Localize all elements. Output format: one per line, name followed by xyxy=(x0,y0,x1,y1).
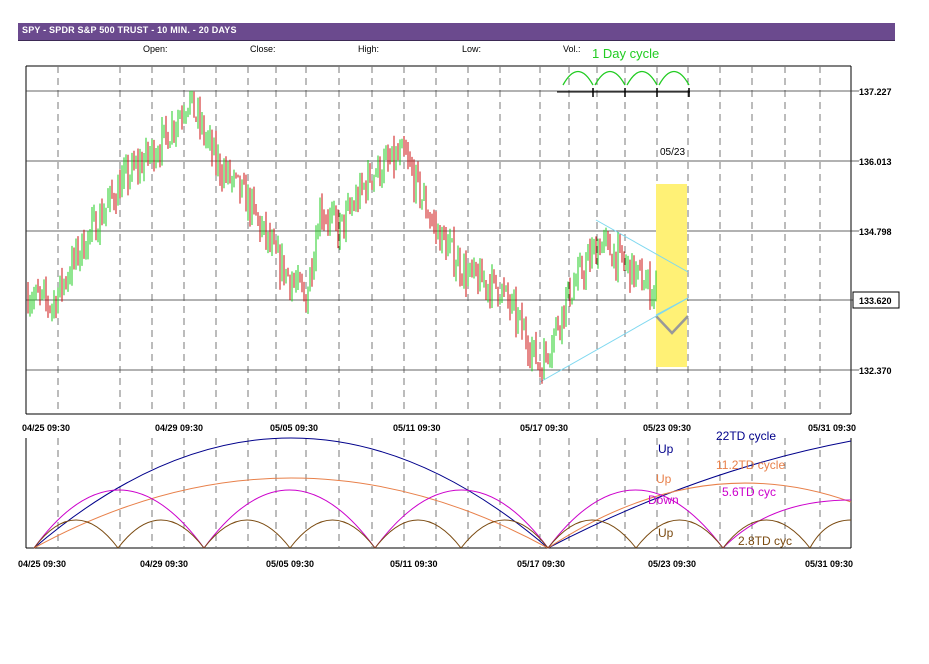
x-tick-label: 05/17 09:30 xyxy=(520,423,568,433)
cycle-2-8td-arc xyxy=(374,519,462,549)
x-tick-label: 05/11 09:30 xyxy=(393,423,441,433)
cycle-5-6td-arc xyxy=(203,489,376,549)
cycle-2-8td-arc xyxy=(722,519,811,549)
one-day-cycle-label: 1 Day cycle xyxy=(592,46,659,61)
low-label: Low: xyxy=(462,44,482,54)
cycle-direction-label: Down xyxy=(648,493,679,507)
cycle-direction-label: Up xyxy=(658,526,674,540)
one-day-cycle-arc xyxy=(658,70,690,86)
channel-connector xyxy=(655,297,689,316)
date-marker-label: 05/23 xyxy=(660,147,685,158)
y-tick-label: 133.620 xyxy=(859,296,892,306)
x-tick-label: 05/05 09:30 xyxy=(270,423,318,433)
cycle-x-tick-label: 05/31 09:30 xyxy=(805,559,853,569)
y-tick-label: 132.370 xyxy=(859,366,892,376)
cycle-2-8td-arc xyxy=(203,519,291,549)
x-tick-label: 05/31 09:30 xyxy=(808,423,856,433)
cycle-5-6td-arc xyxy=(722,499,852,549)
x-tick-label: 05/23 09:30 xyxy=(643,423,691,433)
cycle-5-6td-arc xyxy=(374,489,549,549)
chart-title-bar: SPY - SPDR S&P 500 TRUST - 10 MIN. - 20 … xyxy=(18,23,895,41)
cycle-5-6td-arc xyxy=(33,489,205,549)
projection-down-chevron xyxy=(655,315,689,335)
one-day-cycle-arc xyxy=(594,70,626,86)
chart-title: SPY - SPDR S&P 500 TRUST - 10 MIN. - 20 … xyxy=(22,25,237,35)
cycle-2-8td-arc xyxy=(289,519,376,549)
one-day-cycle-arc xyxy=(562,70,594,86)
cycle-name-label: 2.8TD cyc xyxy=(738,534,792,548)
cycle-2-8td-arc xyxy=(460,519,549,549)
projection-box xyxy=(656,184,687,367)
open-label: Open: xyxy=(143,44,168,54)
y-tick-label: 137.227 xyxy=(859,87,892,97)
vol-label: Vol.: xyxy=(563,44,581,54)
cycle-2-8td-arc xyxy=(33,519,119,549)
last-price-box xyxy=(852,291,900,309)
cycle-x-tick-label: 05/17 09:30 xyxy=(517,559,565,569)
cycle-name-label: 22TD cycle xyxy=(716,429,776,443)
cycle-2-8td-arc xyxy=(117,519,205,549)
cycle-direction-label: Up xyxy=(658,442,674,456)
cycle-2-8td-arc xyxy=(809,519,852,549)
x-tick-label: 04/25 09:30 xyxy=(22,423,70,433)
y-tick-label: 136.013 xyxy=(859,157,892,167)
cycle-11-2td-arc xyxy=(547,482,852,549)
close-label: Close: xyxy=(250,44,276,54)
one-day-cycle-arc xyxy=(626,70,658,86)
cycle-22td-arc xyxy=(547,440,852,549)
channel-upper-line xyxy=(595,219,689,273)
cycle-2-8td-arc xyxy=(635,519,724,549)
channel-lower-line xyxy=(539,297,689,383)
cycle-x-tick-label: 05/11 09:30 xyxy=(390,559,438,569)
cycle-x-tick-label: 04/29 09:30 xyxy=(140,559,188,569)
cycle-11-2td-arc xyxy=(33,477,549,549)
cycle-x-tick-label: 05/05 09:30 xyxy=(266,559,314,569)
cycle-x-tick-label: 05/23 09:30 xyxy=(648,559,696,569)
x-tick-label: 04/29 09:30 xyxy=(155,423,203,433)
cycle-name-label: 5.6TD cyc xyxy=(722,485,776,499)
cycle-22td-arc xyxy=(33,437,549,549)
y-tick-label: 134.798 xyxy=(859,227,892,237)
high-label: High: xyxy=(358,44,380,54)
cycle-5-6td-arc xyxy=(547,489,724,549)
cycle-2-8td-arc xyxy=(547,519,637,549)
cycle-x-tick-label: 04/25 09:30 xyxy=(18,559,66,569)
cycle-direction-label: Up xyxy=(656,472,672,486)
cycle-name-label: 11.2TD cycle xyxy=(716,458,785,472)
